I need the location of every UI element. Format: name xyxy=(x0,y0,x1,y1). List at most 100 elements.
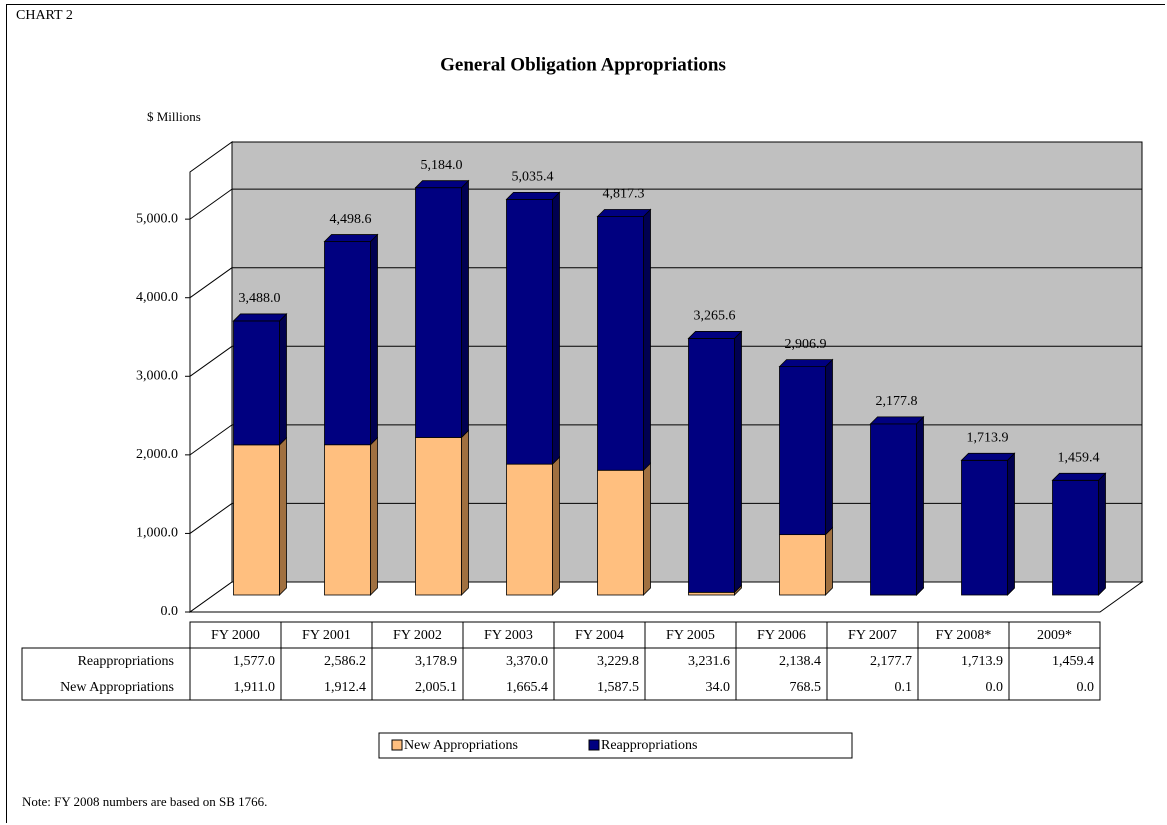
table-value: 1,587.5 xyxy=(597,680,639,695)
bar-side xyxy=(370,436,378,596)
table-value: 2,138.4 xyxy=(779,654,821,669)
table-value: 768.5 xyxy=(790,680,822,695)
bar xyxy=(415,437,462,596)
legend-box xyxy=(378,732,853,759)
bar-side xyxy=(643,208,651,472)
bar-side xyxy=(461,429,469,596)
x-tick-label: FY 2002 xyxy=(393,628,442,643)
legend-swatch xyxy=(588,739,600,751)
bar-side xyxy=(461,179,469,439)
table-value: 1,911.0 xyxy=(234,680,275,695)
bar-side xyxy=(279,312,287,446)
legend-label: Reappropriations xyxy=(601,738,697,753)
table-value: 0.1 xyxy=(895,680,913,695)
bar xyxy=(688,591,735,596)
total-label: 5,184.0 xyxy=(421,158,463,173)
table-body xyxy=(21,647,1101,701)
bar-top xyxy=(960,452,1016,461)
y-tick-label: 3,000.0 xyxy=(136,369,178,384)
bar xyxy=(597,216,644,471)
bar-side xyxy=(1007,452,1015,596)
table-value: 2,005.1 xyxy=(415,680,457,695)
chart-title: General Obligation Appropriations xyxy=(440,54,726,75)
table-value: 1,665.4 xyxy=(506,680,548,695)
x-tick-label: FY 2007 xyxy=(848,628,897,643)
y-axis-label: $ Millions xyxy=(147,109,201,124)
grid-line xyxy=(189,267,233,299)
bar-top xyxy=(1051,472,1107,481)
total-label: 3,488.0 xyxy=(239,291,281,306)
y-tick-label: 4,000.0 xyxy=(136,290,178,305)
table-value: 2,177.7 xyxy=(870,654,912,669)
table-value: 1,577.0 xyxy=(233,654,275,669)
bar xyxy=(324,241,371,446)
x-tick-label: FY 2008* xyxy=(936,628,992,643)
bar-top xyxy=(505,191,561,200)
grid-line xyxy=(189,345,233,377)
table-value: 0.0 xyxy=(1077,680,1095,695)
table-value: 34.0 xyxy=(706,680,731,695)
bar xyxy=(1052,479,1099,596)
bar-side xyxy=(734,330,742,594)
bar-side xyxy=(643,462,651,596)
grid-line xyxy=(189,424,233,456)
bar xyxy=(506,198,553,465)
bar xyxy=(779,366,826,536)
total-label: 3,265.6 xyxy=(694,309,736,324)
table-value: 3,178.9 xyxy=(415,654,457,669)
bar xyxy=(597,469,644,596)
table-value: 2,586.2 xyxy=(324,654,366,669)
bar-top xyxy=(596,209,652,217)
row-label: New Appropriations xyxy=(60,680,174,695)
bar-side xyxy=(825,358,833,536)
bar xyxy=(506,463,553,596)
table-value: 3,229.8 xyxy=(597,654,639,669)
side-wall xyxy=(189,141,233,613)
bar-top xyxy=(869,416,925,425)
total-label: 5,035.4 xyxy=(512,170,554,185)
x-tick-label: FY 2004 xyxy=(575,628,624,643)
bar xyxy=(779,534,826,596)
x-tick-label: 2009* xyxy=(1037,628,1072,643)
grid-line xyxy=(189,188,233,220)
bar xyxy=(233,444,280,596)
legend-swatch xyxy=(391,739,403,751)
total-label: 1,459.4 xyxy=(1058,451,1100,466)
row-label: Reappropriations xyxy=(78,654,174,669)
table-value: 1,459.4 xyxy=(1052,654,1094,669)
bar-side xyxy=(916,415,924,596)
bar xyxy=(415,187,462,438)
total-label: 2,177.8 xyxy=(876,394,918,409)
bar xyxy=(688,338,735,593)
bar-top xyxy=(232,313,288,322)
x-tick-label: FY 2005 xyxy=(666,628,715,643)
total-label: 1,713.9 xyxy=(967,431,1009,446)
bar-side xyxy=(825,526,833,596)
grid-line xyxy=(189,503,233,534)
bar xyxy=(324,444,371,596)
table-value: 3,231.6 xyxy=(688,654,730,669)
bar xyxy=(870,423,917,596)
bar-side xyxy=(1098,472,1106,596)
bar-side xyxy=(279,436,287,596)
bar-top xyxy=(778,359,834,368)
note: Note: FY 2008 numbers are based on SB 17… xyxy=(22,794,267,809)
y-tick-label: 2,000.0 xyxy=(136,447,178,462)
table-value: 3,370.0 xyxy=(506,654,548,669)
x-tick-label: FY 2003 xyxy=(484,628,533,643)
table-value: 1,713.9 xyxy=(961,654,1003,669)
bar xyxy=(961,459,1008,596)
bar-side xyxy=(552,456,560,596)
bar-top xyxy=(687,331,743,339)
y-tick-label: 0.0 xyxy=(161,604,179,619)
x-tick-label: FY 2001 xyxy=(302,628,351,643)
bar-top xyxy=(323,234,379,242)
table-value: 1,912.4 xyxy=(324,680,366,695)
table-value: 0.0 xyxy=(986,680,1004,695)
y-tick-label: 1,000.0 xyxy=(136,526,178,541)
bar xyxy=(233,320,280,446)
total-label: 4,817.3 xyxy=(603,187,645,202)
bar-top xyxy=(414,180,470,189)
x-tick-label: FY 2006 xyxy=(757,628,806,643)
